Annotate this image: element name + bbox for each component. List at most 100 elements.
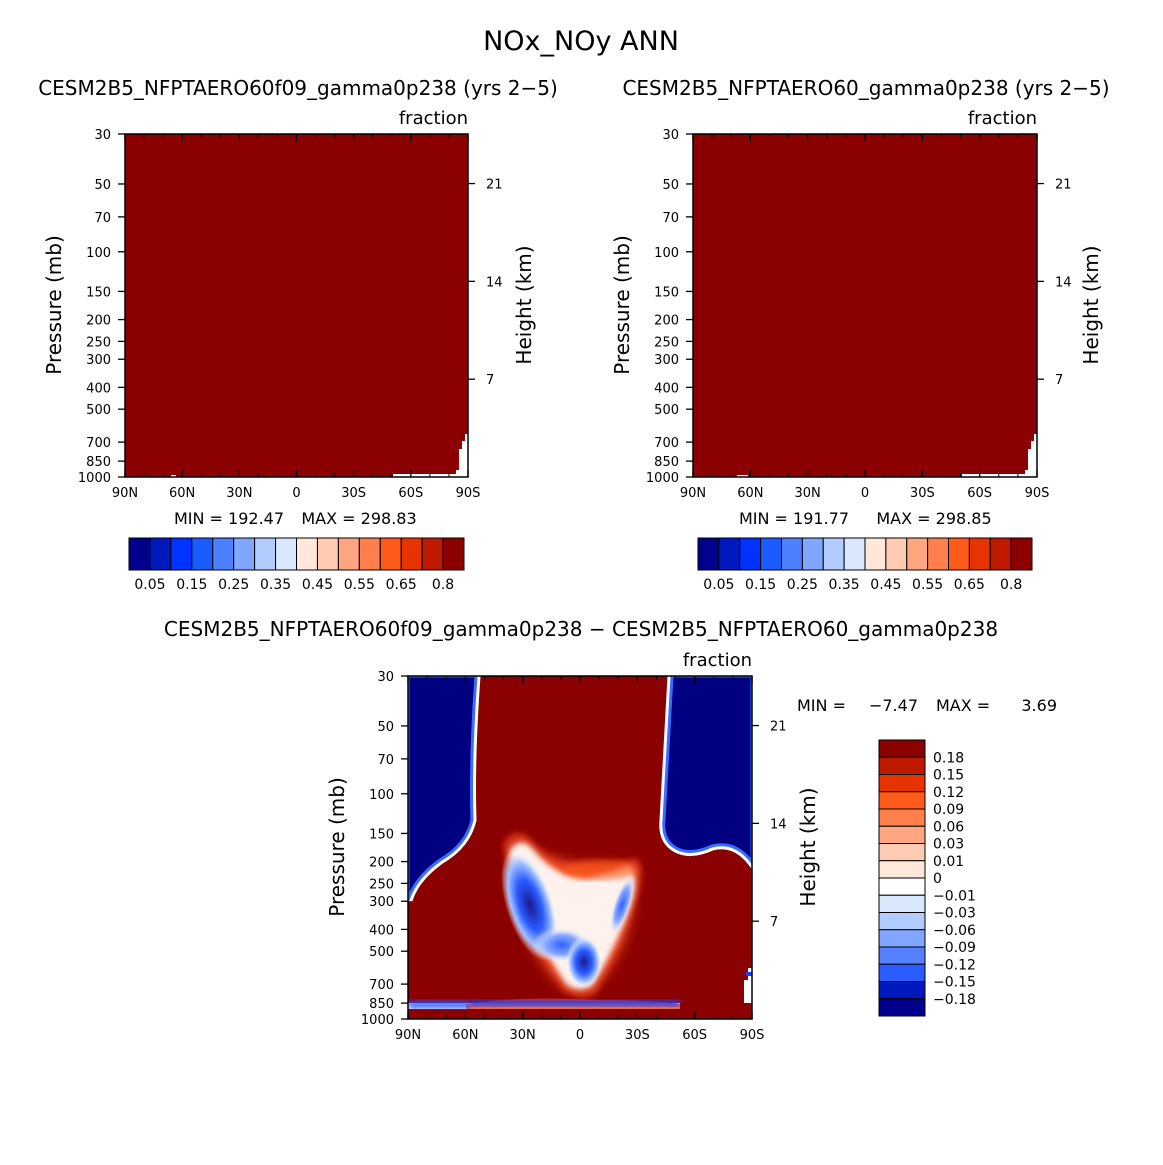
panel-3-colorbar-box — [878, 825, 926, 844]
panel-1-ytick-label: 700 — [86, 436, 111, 451]
panel-2-ytick-label: 500 — [654, 403, 679, 418]
panel-3-colorbar-label: −0.18 — [933, 992, 976, 1008]
panel-2-colorbar-box — [739, 537, 762, 571]
panel-2-ytick-label: 30 — [662, 128, 679, 143]
panel-1-max: MAX = 298.83 — [301, 509, 416, 528]
panel-3-title: CESM2B5_NFPTAERO60f09_gamma0p238 − CESM2… — [164, 617, 998, 641]
panel-3-max-value: 3.69 — [1021, 696, 1057, 715]
panel-1-ylabel: Pressure (mb) — [42, 235, 66, 375]
panel-3-colorbar-label: 0.12 — [933, 785, 964, 801]
panel-1-colorbar-label: 0.35 — [260, 577, 291, 593]
panel-3-colorbar-label: −0.06 — [933, 923, 976, 939]
panel-3-colorbar-box — [878, 756, 926, 775]
panel-3-colorbar-label: 0.15 — [933, 768, 964, 784]
panel-1-colorbar-box — [128, 537, 151, 571]
panel-2-colorbar-box — [697, 537, 720, 571]
panel-2-y2tick-label: 7 — [1055, 373, 1063, 388]
panel-2-colorbar-label: 0.45 — [870, 577, 901, 593]
panel-2-xtick-label: 30N — [795, 486, 821, 501]
panel-3-xtick-label: 60N — [452, 1028, 478, 1043]
panel-1-colorbar-label: 0.15 — [176, 577, 207, 593]
panel-2-xtick-label: 90S — [1025, 486, 1050, 501]
panel-2-ytick-label: 100 — [654, 246, 679, 261]
panel-1-ytick-label: 400 — [86, 381, 111, 396]
panel-3-colorbar-box — [878, 912, 926, 931]
panel-1-xtick-label: 60S — [398, 486, 423, 501]
panel-3-ytick-label: 700 — [369, 978, 394, 993]
panel-1-colorbar-box — [191, 537, 214, 571]
panel-2-colorbar-box — [843, 537, 866, 571]
panel-1-colorbar-box — [337, 537, 360, 571]
panel-3-colorbar-label: −0.09 — [933, 940, 976, 956]
panel-2-colorbar-box — [968, 537, 991, 571]
panel-3-ytick-label: 1000 — [361, 1013, 394, 1028]
panel-3-ytick-label: 850 — [369, 997, 394, 1012]
panel-3-colorbar-label: 0.18 — [933, 750, 964, 766]
panel-1-ytick-label: 250 — [86, 335, 111, 350]
panel-2-xtick-label: 60N — [737, 486, 763, 501]
panel-1-ytick-label: 30 — [94, 128, 111, 143]
panel-2-field — [693, 134, 1037, 477]
panel-2-colorbar-box — [906, 537, 929, 571]
panel-2-ytick-label: 150 — [654, 285, 679, 300]
panel-2-colorbar-label: 0.55 — [912, 577, 943, 593]
panel-2-colorbar-box — [781, 537, 803, 571]
panel-1-xtick-label: 30S — [341, 486, 366, 501]
panel-2-colorbar-label: 0.8 — [1000, 577, 1022, 593]
panel-1-ytick-label: 200 — [86, 314, 111, 329]
panel-1-y2tick-label: 14 — [486, 275, 503, 290]
panel-3-colorbar-label: 0.06 — [933, 819, 964, 835]
panel-2-colorbar-label: 0.05 — [703, 577, 734, 593]
panel-3-colorbar-label: 0.03 — [933, 837, 964, 853]
panel-3-y2tick-label: 7 — [770, 915, 778, 930]
panel-3-ytick-label: 400 — [369, 923, 394, 938]
panel-3-units: fraction — [683, 650, 752, 671]
panel-3-ytick-label: 100 — [369, 788, 394, 803]
panel-1-colorbar-box — [254, 537, 277, 571]
panel-2-colorbar-box — [1010, 537, 1033, 571]
panel-3-colorbar-box — [878, 894, 926, 913]
panel-2-y2tick-label: 14 — [1055, 275, 1072, 290]
panel-2-colorbar-box — [801, 537, 824, 571]
panel-1-ytick-label: 150 — [86, 285, 111, 300]
panel-1-missing-dot — [171, 475, 176, 477]
panel-3-colorbar-box — [878, 929, 926, 948]
panel-2-colorbar-box — [948, 537, 970, 571]
panel-2-ytick-label: 250 — [654, 335, 679, 350]
panel-1-colorbar-box — [296, 537, 318, 571]
panel-1-ytick-label: 300 — [86, 353, 111, 368]
panel-1: CESM2B5_NFPTAERO60f09_gamma0p238 (yrs 2−… — [38, 76, 558, 593]
panel-3-colorbar-box — [878, 946, 926, 965]
panel-1-ytick-label: 1000 — [78, 471, 111, 486]
panel-3-xtick-label: 0 — [576, 1028, 584, 1043]
panel-3-ytick-label: 30 — [377, 670, 394, 685]
panel-2-xtick-label: 60S — [967, 486, 992, 501]
panel-1-y2tick-label: 7 — [486, 373, 494, 388]
panel-3-xtick-label: 90N — [395, 1028, 421, 1043]
panel-3-colorbar-label: −0.03 — [933, 906, 976, 922]
panel-1-xtick-label: 60N — [169, 486, 195, 501]
panel-3-colorbar-box — [878, 981, 926, 1000]
panel-1-y2tick-label: 21 — [486, 178, 503, 193]
panel-2-ytick-label: 1000 — [646, 471, 679, 486]
panel-3-colorbar-label: −0.01 — [933, 888, 976, 904]
panel-2-y2tick-label: 21 — [1055, 178, 1072, 193]
panel-1-colorbar-label: 0.45 — [302, 577, 333, 593]
panel-2-title: CESM2B5_NFPTAERO60_gamma0p238 (yrs 2−5) — [622, 76, 1109, 100]
panel-3-y2tick-label: 14 — [770, 817, 787, 832]
panel-2-min: MIN = 191.77 — [739, 509, 849, 528]
panel-3-colorbar-box — [878, 774, 926, 793]
panel-2-max: MAX = 298.85 — [876, 509, 991, 528]
panel-1-colorbar-box — [212, 537, 235, 571]
figure-title: NOx_NOy ANN — [483, 26, 679, 57]
panel-3-max-label: MAX = — [936, 696, 990, 715]
panel-2-ytick-label: 200 — [654, 314, 679, 329]
panel-3-xtick-label: 30S — [625, 1028, 650, 1043]
panel-2-colorbar-label: 0.15 — [745, 577, 776, 593]
panel-1-colorbar-label: 0.8 — [432, 577, 454, 593]
panel-2-colorbar-box — [760, 537, 782, 571]
panel-1-colorbar-label: 0.25 — [218, 577, 249, 593]
panel-3-y2label: Height (km) — [796, 787, 820, 906]
panel-3-y2tick-label: 21 — [770, 720, 787, 735]
panel-3-colorbar-label: 0 — [933, 871, 942, 887]
